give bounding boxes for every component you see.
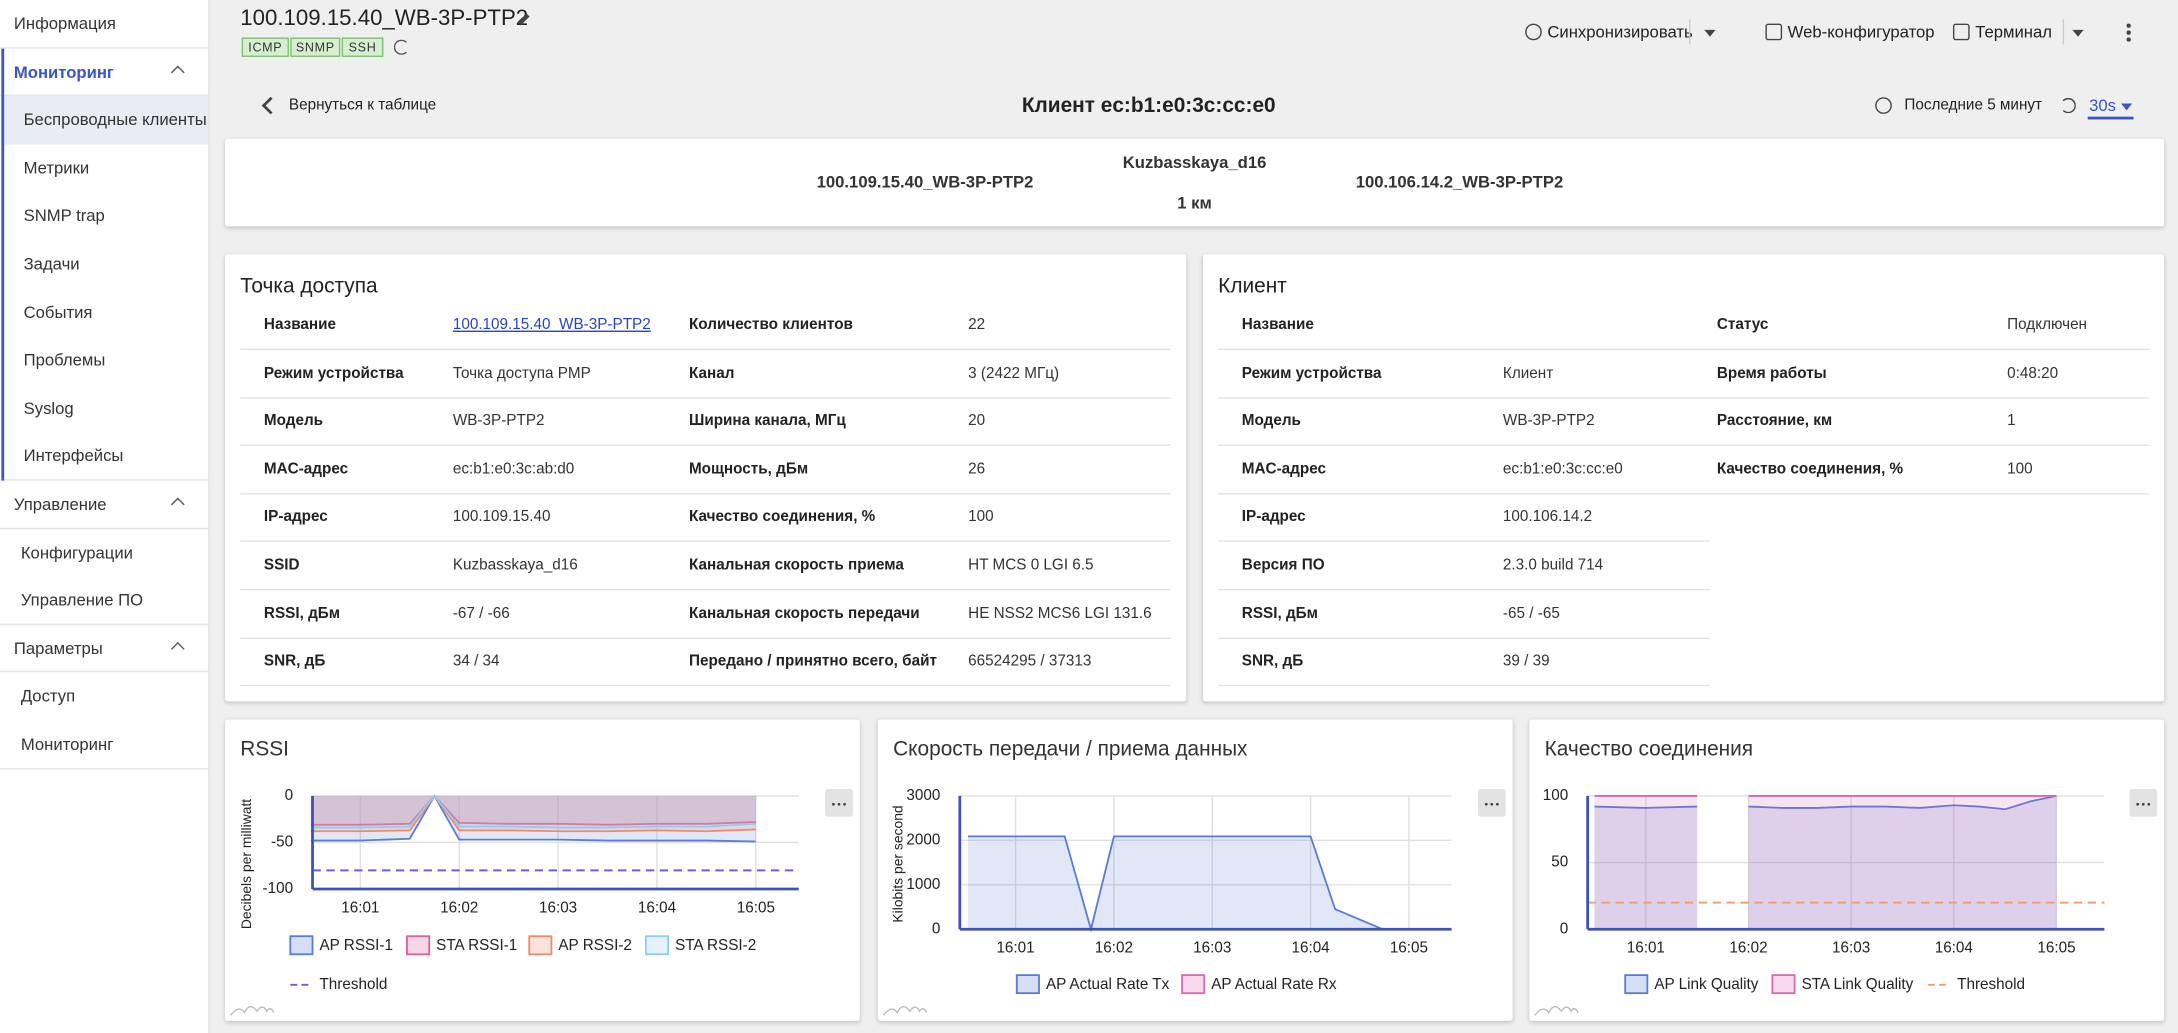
x-tick-label: 16:04 <box>1935 940 1974 957</box>
y-tick-label: -100 <box>263 880 294 897</box>
menu-dot <box>1496 803 1499 806</box>
x-tick-label: 16:05 <box>737 899 775 916</box>
menu-dot <box>2136 803 2139 806</box>
legend-label[interactable]: AP RSSI-2 <box>558 937 632 954</box>
x-tick-label: 16:03 <box>1193 940 1231 957</box>
legend-swatch <box>1625 975 1647 993</box>
menu-dot <box>2142 803 2145 806</box>
x-tick-label: 16:05 <box>2037 940 2075 957</box>
legend-swatch <box>1017 975 1039 993</box>
legend-label[interactable]: Threshold <box>1957 976 2025 993</box>
legend-label[interactable]: AP RSSI-1 <box>319 937 393 954</box>
y-tick-label: 50 <box>1551 854 1568 871</box>
y-tick-label: 3000 <box>906 787 940 804</box>
menu-dot <box>843 803 846 806</box>
x-tick-label: 16:01 <box>1627 940 1665 957</box>
y-tick-label: 1000 <box>906 876 940 893</box>
x-tick-label: 16:02 <box>440 899 478 916</box>
x-tick-label: 16:03 <box>1832 940 1870 957</box>
y-tick-label: 0 <box>932 920 941 937</box>
y-tick-label: 2000 <box>906 831 940 848</box>
x-tick-label: 16:02 <box>1729 940 1767 957</box>
legend-label[interactable]: STA RSSI-2 <box>675 937 756 954</box>
legend-swatch <box>646 936 668 954</box>
legend-label[interactable]: Threshold <box>319 976 387 993</box>
logo <box>1535 1007 1578 1016</box>
legend-label[interactable]: AP Actual Rate Tx <box>1046 976 1170 993</box>
logo <box>231 1007 274 1016</box>
y-tick-label: 0 <box>1560 920 1569 937</box>
menu-dot <box>1485 803 1488 806</box>
x-tick-label: 16:04 <box>638 899 677 916</box>
y-tick-label: 100 <box>1543 787 1568 804</box>
y-tick-label: 0 <box>285 787 294 804</box>
chart-title: Качество соединения <box>1545 738 1754 761</box>
legend-label[interactable]: AP Link Quality <box>1654 976 1758 993</box>
y-axis-label: Decibels per milliwatt <box>238 799 254 929</box>
menu-dot <box>2147 803 2150 806</box>
menu-dot <box>838 803 841 806</box>
legend-swatch <box>1182 975 1204 993</box>
legend-label[interactable]: AP Actual Rate Rx <box>1211 976 1337 993</box>
legend-swatch <box>529 936 551 954</box>
x-tick-label: 16:03 <box>539 899 577 916</box>
legend-label[interactable]: STA Link Quality <box>1802 976 1914 993</box>
chart-title: RSSI <box>240 738 289 761</box>
series-area <box>968 836 1452 929</box>
logo <box>883 1007 926 1016</box>
x-tick-label: 16:04 <box>1291 940 1330 957</box>
menu-dot <box>832 803 835 806</box>
series-area <box>311 796 756 828</box>
x-tick-label: 16:01 <box>341 899 379 916</box>
y-axis-label: Kilobits per second <box>889 805 905 922</box>
menu-dot <box>1490 803 1493 806</box>
x-tick-label: 16:01 <box>996 940 1034 957</box>
y-tick-label: -50 <box>271 833 293 850</box>
series-area <box>1595 796 2057 929</box>
chart-title: Скорость передачи / приема данных <box>893 738 1248 761</box>
x-tick-label: 16:02 <box>1095 940 1133 957</box>
x-tick-label: 16:05 <box>1390 940 1428 957</box>
legend-swatch <box>290 936 312 954</box>
legend-swatch <box>407 936 429 954</box>
legend-label[interactable]: STA RSSI-1 <box>436 937 517 954</box>
legend-swatch <box>1772 975 1794 993</box>
